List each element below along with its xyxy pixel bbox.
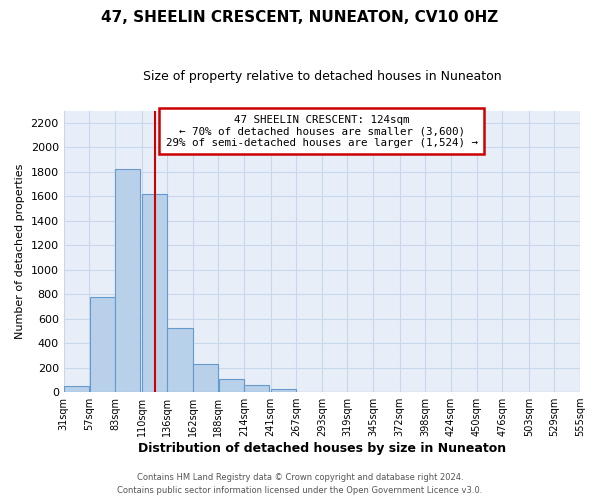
Text: 47 SHEELIN CRESCENT: 124sqm
← 70% of detached houses are smaller (3,600)
29% of : 47 SHEELIN CRESCENT: 124sqm ← 70% of det… [166, 115, 478, 148]
Bar [89, 296, 115, 392]
Bar [218, 379, 244, 392]
X-axis label: Distribution of detached houses by size in Nuneaton: Distribution of detached houses by size … [138, 442, 506, 455]
Bar [64, 386, 89, 392]
Bar [142, 194, 167, 392]
Bar [271, 389, 296, 392]
Bar [115, 170, 140, 392]
Title: Size of property relative to detached houses in Nuneaton: Size of property relative to detached ho… [143, 70, 501, 83]
Text: 47, SHEELIN CRESCENT, NUNEATON, CV10 0HZ: 47, SHEELIN CRESCENT, NUNEATON, CV10 0HZ [101, 10, 499, 25]
Bar [193, 364, 218, 392]
Y-axis label: Number of detached properties: Number of detached properties [15, 164, 25, 339]
Bar [167, 328, 193, 392]
Text: Contains HM Land Registry data © Crown copyright and database right 2024.
Contai: Contains HM Land Registry data © Crown c… [118, 473, 482, 495]
Bar [244, 386, 269, 392]
